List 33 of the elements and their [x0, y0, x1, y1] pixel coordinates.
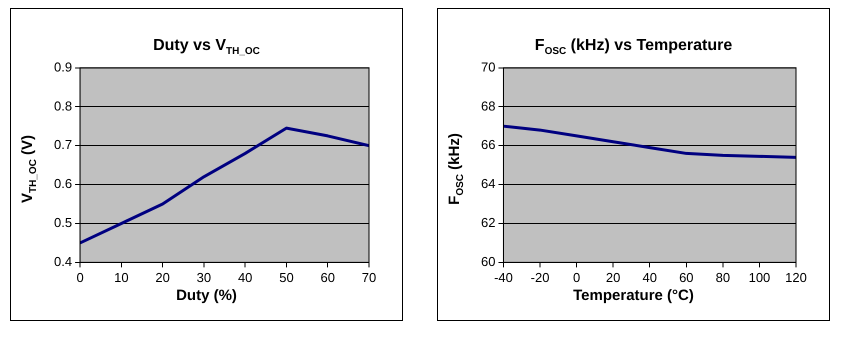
- x-tick-label: 20: [155, 270, 170, 285]
- x-axis-title: Duty (%): [175, 287, 238, 304]
- y-tick-label: 0.4: [54, 254, 72, 269]
- y-tick-label: 0.9: [54, 59, 72, 74]
- y-tick-label: 60: [480, 254, 496, 269]
- x-tick-label: 20: [606, 270, 620, 285]
- x-axis-title: Temperature (°C): [572, 287, 695, 304]
- y-tick-label: 62: [480, 215, 496, 230]
- x-tick-label: 100: [748, 270, 770, 285]
- x-tick-label: 120: [785, 270, 807, 285]
- y-tick-label: 0.8: [54, 98, 72, 114]
- y-tick-label: 0.5: [54, 215, 72, 230]
- y-tick-label: 0.6: [54, 176, 72, 192]
- x-tick-label: 40: [238, 270, 252, 285]
- x-tick-label: 0: [572, 270, 580, 285]
- x-tick-label: 50: [279, 270, 294, 285]
- chart-title: F$_{OSC}$ (kHz) vs Temperature: [534, 37, 734, 58]
- x-tick-label: 0: [76, 270, 84, 285]
- x-tick-label: 10: [114, 270, 129, 285]
- x-tick-label: 40: [642, 270, 657, 285]
- y-tick-label: 0.7: [54, 137, 72, 152]
- x-tick-label: 30: [196, 270, 212, 285]
- y-tick-label: 68: [480, 98, 496, 114]
- x-tick-label: 60: [320, 270, 335, 285]
- y-tick-label: 70: [480, 59, 496, 74]
- y-tick-label: 66: [480, 137, 496, 152]
- x-tick-label: 80: [716, 270, 730, 285]
- chart-title: Duty vs V$_{TH_OC}$: [152, 37, 261, 58]
- y-tick-label: 64: [480, 176, 496, 192]
- x-tick-label: 70: [362, 270, 376, 285]
- x-tick-label: -40: [494, 270, 513, 285]
- x-tick-label: 60: [679, 270, 694, 285]
- x-tick-label: -20: [530, 270, 550, 285]
